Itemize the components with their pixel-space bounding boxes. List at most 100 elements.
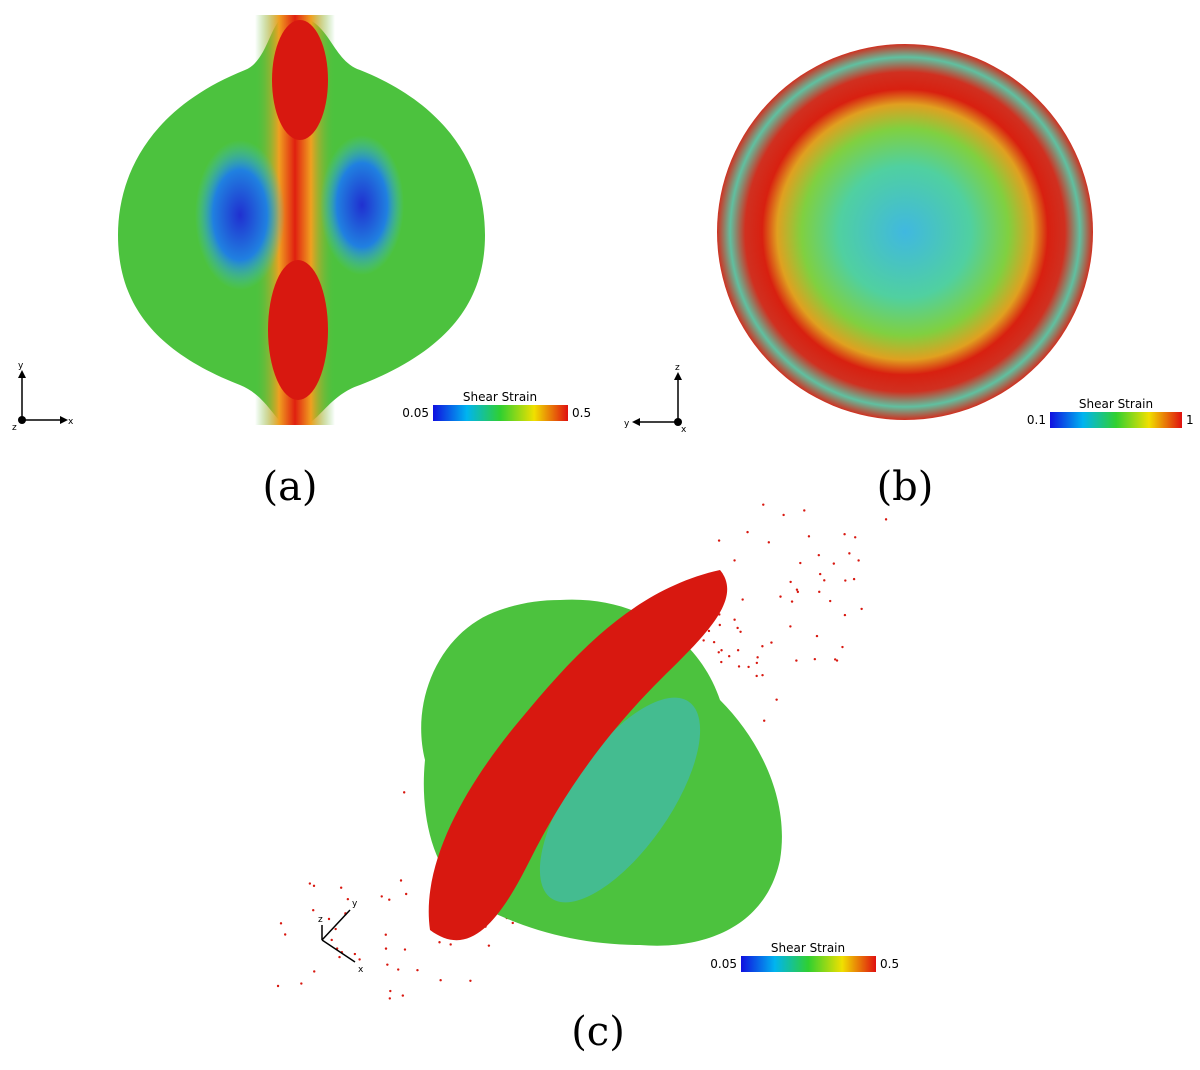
- debris: [818, 590, 821, 594]
- debris: [733, 618, 736, 621]
- debris: [338, 955, 341, 959]
- debris: [720, 660, 723, 664]
- debris: [779, 595, 782, 598]
- low-strain: [539, 697, 701, 903]
- debris: [439, 979, 442, 982]
- axis-triad: [636, 377, 679, 423]
- debris: [327, 917, 331, 921]
- debris: [283, 933, 287, 936]
- debris: [397, 968, 400, 971]
- debris: [755, 674, 758, 678]
- panel-c: Shear Strain 0.05 0.5 z y x (c): [276, 503, 899, 1055]
- debris: [404, 892, 408, 896]
- colorbar: [433, 405, 568, 421]
- debris: [384, 933, 387, 936]
- debris: [384, 947, 388, 950]
- arrowheads: [18, 370, 68, 424]
- debris: [833, 658, 837, 661]
- debris: [346, 897, 350, 901]
- debris: [755, 661, 759, 665]
- debris: [823, 579, 826, 582]
- debris: [829, 599, 832, 603]
- debris: [386, 963, 389, 966]
- debris: [843, 613, 847, 617]
- debris: [761, 673, 764, 677]
- debris: [762, 503, 765, 506]
- debris: [416, 968, 419, 972]
- debris: [818, 572, 822, 576]
- panel-a: Shear Strain 0.05 0.5 y z x (a): [12, 15, 591, 510]
- debris: [860, 607, 863, 611]
- debris: [736, 649, 740, 652]
- debris: [276, 984, 280, 988]
- debris: [857, 559, 860, 562]
- debris: [720, 649, 723, 652]
- debris: [312, 909, 315, 912]
- colorbar: [741, 956, 876, 972]
- debris: [702, 639, 705, 642]
- debris: [402, 791, 406, 794]
- debris: [279, 922, 283, 925]
- shear-band: [428, 570, 728, 941]
- debris: [712, 640, 716, 644]
- debris: [815, 634, 819, 638]
- debris: [737, 665, 741, 668]
- debris: [736, 626, 739, 630]
- axis-label: z: [675, 363, 680, 373]
- colorbar-max: 0.5: [572, 406, 591, 420]
- debris: [756, 656, 759, 659]
- colorbar-min: 0.05: [402, 406, 429, 420]
- debris: [300, 982, 303, 985]
- debris: [884, 518, 888, 521]
- debris: [844, 579, 847, 582]
- debris: [767, 541, 771, 544]
- debris: [312, 884, 316, 888]
- colorbar-max: 1: [1186, 413, 1194, 427]
- debris: [727, 655, 731, 658]
- axis-label: y: [352, 899, 358, 909]
- axis-label: x: [358, 965, 364, 975]
- debris: [403, 948, 407, 951]
- axis-origin: [18, 416, 26, 424]
- axis-origin: [674, 418, 682, 426]
- debris: [739, 630, 742, 633]
- debris: [707, 629, 711, 633]
- arrowheads: [632, 372, 682, 426]
- debris: [782, 513, 785, 517]
- debris: [487, 944, 491, 947]
- axis-label: y: [18, 361, 24, 371]
- colorbar: [1050, 412, 1182, 428]
- body: [717, 44, 1093, 420]
- caption: (c): [571, 1009, 625, 1055]
- debris: [438, 941, 441, 944]
- debris: [401, 994, 405, 997]
- debris: [469, 979, 472, 982]
- caption: (a): [262, 464, 317, 510]
- debris: [388, 997, 392, 1000]
- low-strain: [195, 140, 285, 290]
- debris: [770, 641, 773, 644]
- axis-label: x: [68, 417, 74, 427]
- debris: [803, 509, 806, 512]
- debris: [389, 989, 392, 993]
- debris: [813, 657, 817, 661]
- axis-triad: [321, 909, 356, 963]
- high-strain: [272, 20, 328, 140]
- debris: [330, 938, 333, 942]
- debris: [761, 645, 764, 648]
- high-strain: [268, 260, 328, 400]
- axis-label: y: [624, 419, 630, 429]
- debris: [717, 651, 720, 654]
- colorbar-title: Shear Strain: [771, 941, 845, 955]
- debris: [339, 886, 343, 889]
- debris: [852, 577, 856, 581]
- debris: [717, 539, 721, 542]
- colorbar-min: 0.1: [1027, 413, 1046, 427]
- debris: [796, 590, 800, 594]
- axis-label: z: [318, 915, 323, 925]
- colorbar-min: 0.05: [710, 957, 737, 971]
- debris: [817, 553, 821, 557]
- colorbar-max: 0.5: [880, 957, 899, 971]
- debris: [789, 580, 792, 584]
